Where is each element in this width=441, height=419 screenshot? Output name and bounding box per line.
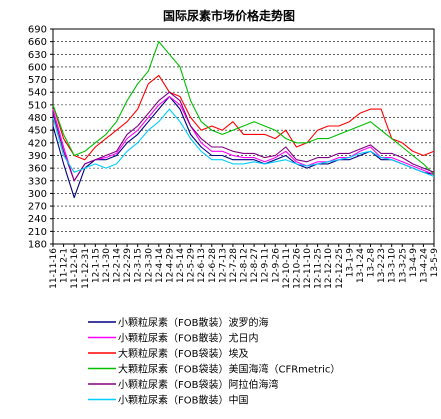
x-tick-label: 12-2-29 bbox=[123, 248, 133, 283]
legend-item: 小颗粒尿素（FOB散装）尤日内 bbox=[88, 332, 258, 345]
y-tick-label: 570 bbox=[28, 75, 47, 86]
x-tick-label: 11-12-1 bbox=[60, 248, 70, 283]
series-line-5 bbox=[52, 91, 435, 182]
y-tick-label: 390 bbox=[28, 151, 47, 162]
x-tick-label: 12-7-13 bbox=[218, 248, 228, 283]
legend-label: 大颗粒尿素（FOB袋装）美国海湾（CFRmetric） bbox=[118, 363, 340, 376]
y-tick-label: 300 bbox=[28, 189, 47, 200]
y-tick-label: 270 bbox=[28, 202, 47, 213]
y-tick-label: 600 bbox=[28, 62, 47, 73]
y-tick-label: 480 bbox=[28, 113, 47, 124]
x-tick-label: 12-11-10 bbox=[303, 248, 313, 289]
x-tick-label: 11-12-31 bbox=[81, 248, 91, 289]
y-tick-label: 630 bbox=[28, 50, 47, 61]
legend-label: 大颗粒尿素（FOB袋装）埃及 bbox=[118, 347, 248, 360]
x-tick-label: 13-3-10 bbox=[388, 248, 398, 283]
x-tick-label: 12-4-14 bbox=[155, 248, 165, 283]
x-tick-label: 12-3-15 bbox=[134, 248, 144, 283]
y-tick-label: 210 bbox=[28, 227, 47, 238]
chart-title: 国际尿素市场价格走势图 bbox=[163, 8, 295, 23]
x-tick-label: 12-9-26 bbox=[271, 248, 281, 283]
x-tick-label: 13-1-9 bbox=[345, 248, 355, 278]
series-line-6 bbox=[52, 108, 435, 178]
x-tick-label: 12-1-30 bbox=[102, 248, 112, 283]
series-line-4 bbox=[52, 41, 435, 175]
legend-item: 大颗粒尿素（FOB袋装）埃及 bbox=[88, 347, 248, 360]
y-tick-label: 690 bbox=[28, 25, 47, 36]
plot-area bbox=[52, 28, 435, 245]
x-tick-label: 13-4-9 bbox=[409, 248, 419, 278]
legend-label: 小颗粒尿素（FOB散装）中国 bbox=[118, 394, 248, 407]
x-tick-label: 12-3-30 bbox=[144, 248, 154, 283]
y-tick-label: 660 bbox=[28, 37, 47, 48]
x-tick-label: 13-2-23 bbox=[377, 248, 387, 283]
legend-label: 小颗粒尿素（FOB散装）波罗的海 bbox=[118, 316, 268, 329]
x-tick-label: 12-5-14 bbox=[176, 248, 186, 283]
x-tick-label: 13-2-8 bbox=[367, 248, 377, 278]
x-tick-label: 13-3-25 bbox=[398, 248, 408, 283]
x-tick-label: 12-11-25 bbox=[314, 248, 324, 289]
y-tick-label: 420 bbox=[28, 138, 47, 149]
legend-item: 小颗粒尿素（FOB散装）中国 bbox=[88, 394, 248, 407]
series-line-2 bbox=[52, 95, 435, 182]
y-tick-label: 450 bbox=[28, 126, 47, 137]
x-tick-label: 12-5-29 bbox=[187, 248, 197, 283]
x-tick-label: 12-1-15 bbox=[91, 248, 101, 283]
legend-item: 大颗粒尿素（FOB袋装）美国海湾（CFRmetric） bbox=[88, 363, 340, 376]
x-tick-label: 11-11-16 bbox=[49, 248, 59, 289]
x-tick-label: 12-12-25 bbox=[335, 248, 345, 289]
y-tick-label: 510 bbox=[28, 100, 47, 111]
x-tick-label: 11-12-16 bbox=[70, 248, 80, 289]
x-tick-label: 12-12-10 bbox=[324, 248, 334, 289]
x-axis: 11-11-16 11-12-1 11-12-16 11-12-31 12-1-15 12… bbox=[49, 244, 440, 289]
x-tick-label: 12-6-28 bbox=[208, 248, 218, 283]
x-tick-label: 12-7-28 bbox=[229, 248, 239, 283]
x-tick-label: 12-9-11 bbox=[261, 248, 271, 283]
series-line-3 bbox=[52, 74, 435, 161]
x-tick-label: 12-8-27 bbox=[250, 248, 260, 283]
legend-item: 小颗粒尿素（FOB袋装）阿拉伯海湾 bbox=[88, 378, 278, 391]
x-tick-label: 13-5-9 bbox=[430, 248, 440, 278]
x-tick-label: 13-1-24 bbox=[356, 248, 366, 283]
y-tick-label: 240 bbox=[28, 214, 47, 225]
y-tick-label: 360 bbox=[28, 164, 47, 175]
x-tick-label: 13-4-24 bbox=[419, 248, 429, 283]
x-tick-label: 12-10-11 bbox=[282, 248, 292, 289]
series-lines bbox=[52, 41, 435, 199]
x-tick-label: 12-6-13 bbox=[197, 248, 207, 283]
legend-label: 小颗粒尿素（FOB散装）尤日内 bbox=[118, 332, 258, 345]
x-tick-label: 12-10-26 bbox=[292, 248, 302, 289]
legend-label: 小颗粒尿素（FOB袋装）阿拉伯海湾 bbox=[118, 378, 278, 391]
x-tick-label: 12-8-12 bbox=[240, 248, 250, 283]
x-tick-label: 12-4-29 bbox=[165, 248, 175, 283]
legend-item: 小颗粒尿素（FOB散装）波罗的海 bbox=[88, 316, 268, 329]
plot-frame bbox=[52, 28, 435, 245]
x-tick-label: 12-2-14 bbox=[113, 248, 123, 283]
y-tick-label: 540 bbox=[28, 88, 47, 99]
legend: 小颗粒尿素（FOB散装）波罗的海小颗粒尿素（FOB散装）尤日内大颗粒尿素（FOB… bbox=[88, 316, 340, 407]
y-tick-label: 180 bbox=[28, 240, 47, 251]
y-tick-label: 330 bbox=[28, 176, 47, 187]
